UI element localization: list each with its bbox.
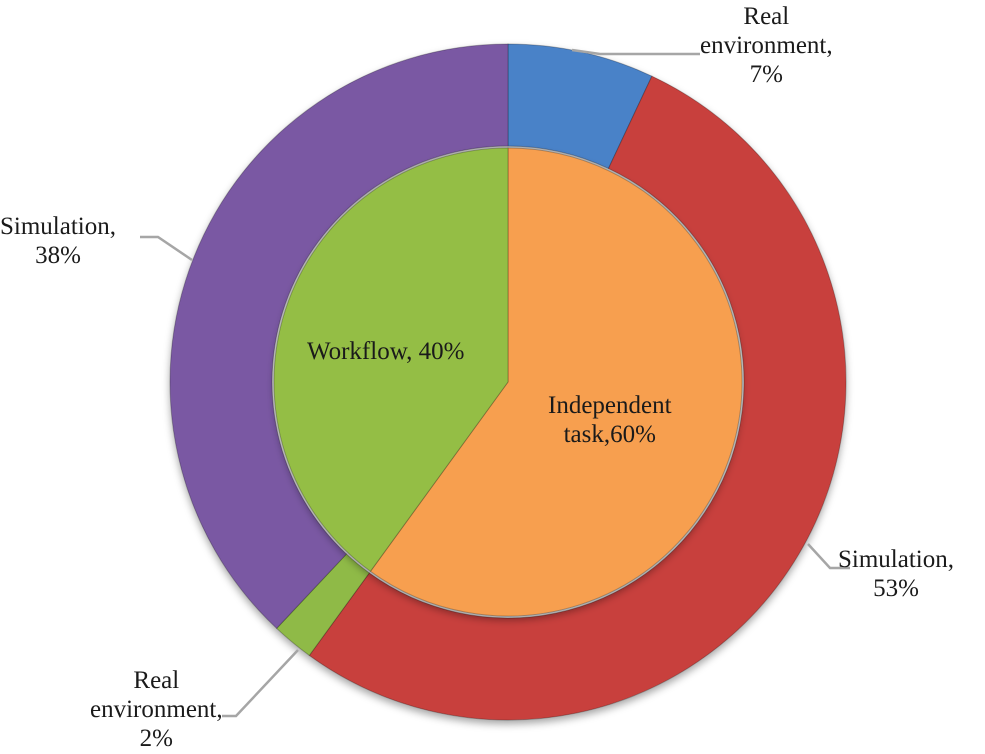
label-outer-simulation-38: Simulation, 38% <box>0 212 116 270</box>
label-line: task,60% <box>563 421 656 448</box>
label-line: Real <box>133 667 180 694</box>
outer-slice-simulation-53 <box>308 75 847 721</box>
label-line: 2% <box>139 725 173 752</box>
label-outer-simulation-53: Simulation, 53% <box>838 545 954 603</box>
inner-slice-independent-task-60 <box>369 147 743 617</box>
leader-line-real-7 <box>571 48 700 56</box>
inner-slice-workflow-40 <box>273 147 509 573</box>
inner-ring <box>273 147 743 617</box>
leader-line-sim-38 <box>140 235 193 262</box>
label-inner-workflow: Workflow, 40% <box>307 337 464 366</box>
label-line: Simulation, <box>838 546 954 573</box>
label-line: Real <box>743 3 790 30</box>
label-line: environment, <box>90 696 223 723</box>
label-inner-independent-task: Independent task,60% <box>548 391 672 449</box>
leader-line-sim-53 <box>807 543 850 570</box>
label-line: environment, <box>700 32 833 59</box>
label-line: Independent <box>548 392 672 419</box>
outer-ring <box>169 43 847 721</box>
label-line: 53% <box>873 575 919 602</box>
label-line: Workflow, 40% <box>307 338 465 365</box>
label-line: 7% <box>749 61 783 88</box>
label-outer-real-environment-2: Real environment, 2% <box>90 666 223 753</box>
outer-slice-simulation-38 <box>169 43 509 630</box>
label-line: 38% <box>35 242 81 269</box>
label-line: Simulation, <box>0 213 116 240</box>
label-outer-real-environment-7: Real environment, 7% <box>700 2 833 89</box>
leader-line-real-2 <box>222 649 299 718</box>
leader-lines <box>140 48 850 718</box>
